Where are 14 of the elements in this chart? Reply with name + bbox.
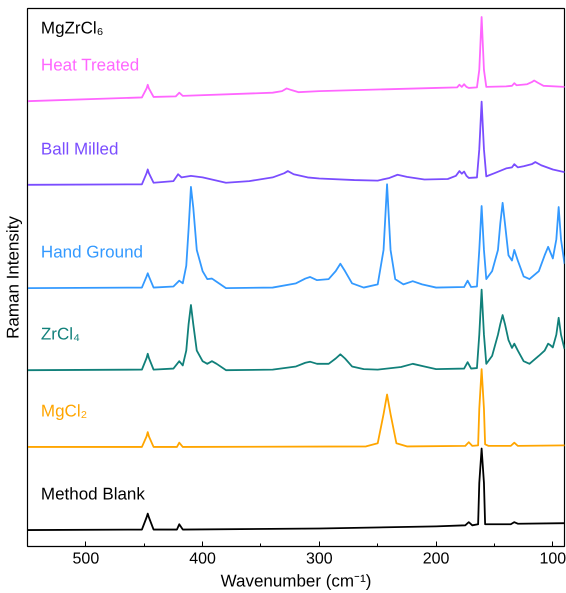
x-tick-label: 400 <box>189 550 216 568</box>
x-tick-label: 500 <box>72 550 100 568</box>
x-tick-label: 300 <box>306 550 333 568</box>
x-tick-label: 100 <box>539 550 566 568</box>
series-label: Hand Ground <box>40 242 144 262</box>
series-label: MgCl₂ <box>40 401 88 420</box>
series-label: Ball Milled <box>40 139 118 158</box>
annotation: MgZrCl₆ <box>40 18 104 38</box>
series-label: Method Blank <box>40 484 146 504</box>
x-axis-title: Wavenumber (cm⁻¹) <box>220 572 372 590</box>
series-label: Heat Treated <box>40 56 140 75</box>
y-axis-title: Raman Intensity <box>4 216 22 339</box>
series-label: ZrCl₄ <box>40 324 80 344</box>
x-tick-label: 200 <box>422 550 450 568</box>
